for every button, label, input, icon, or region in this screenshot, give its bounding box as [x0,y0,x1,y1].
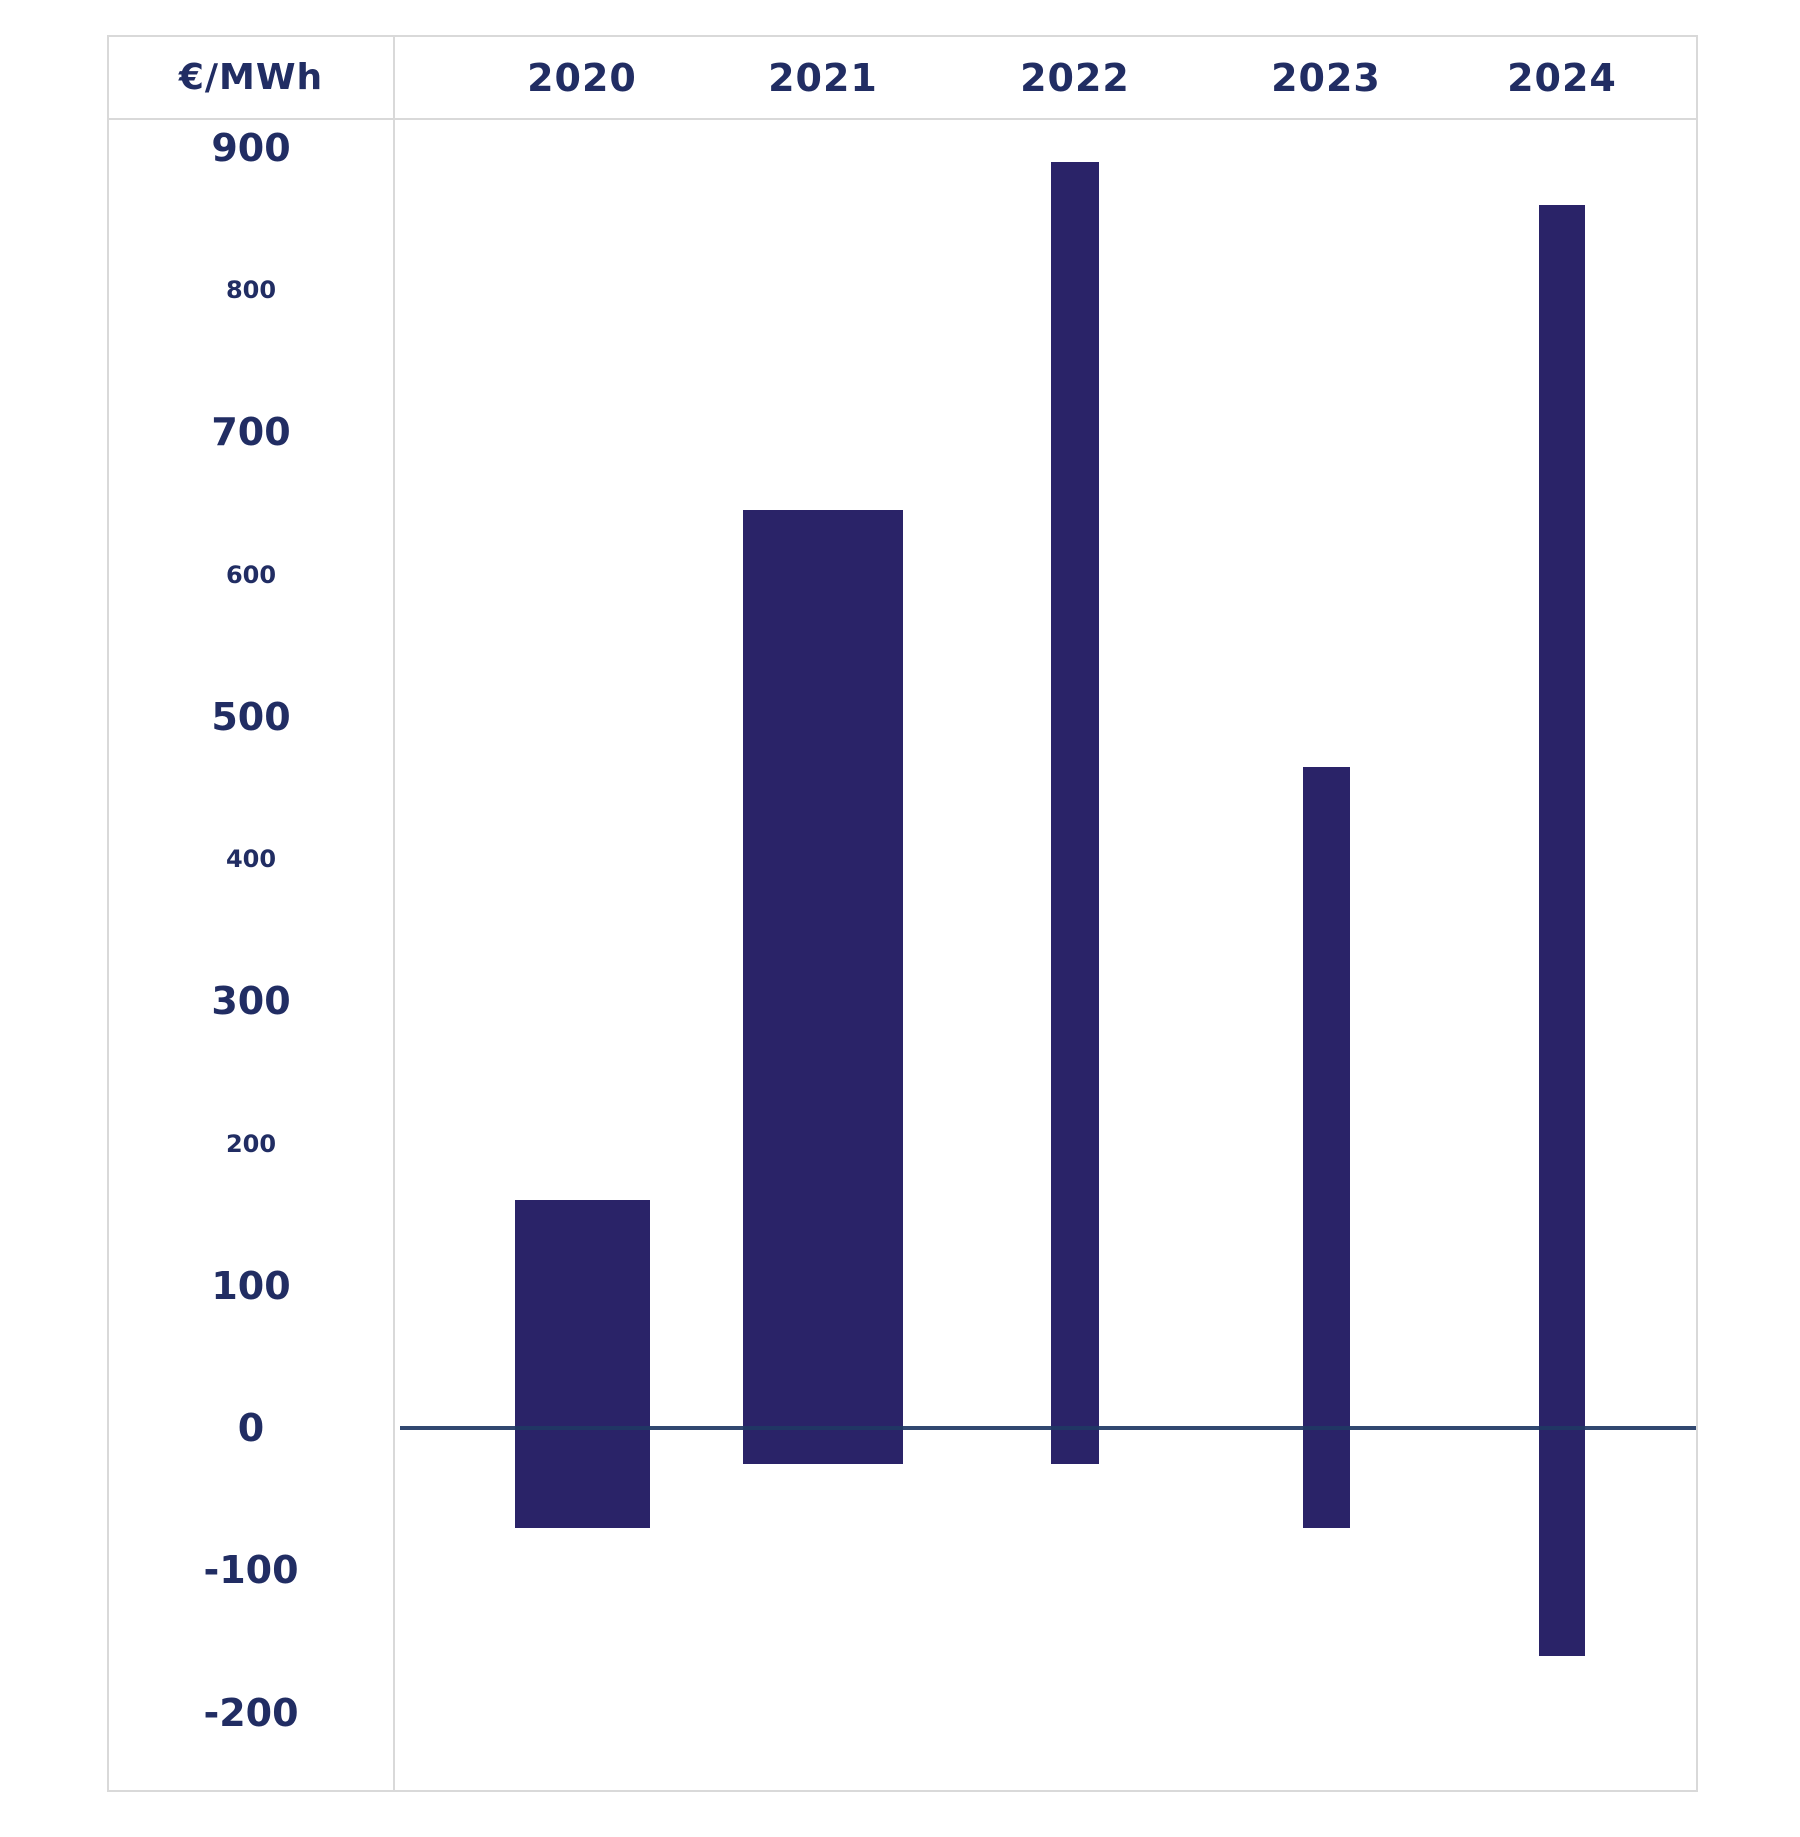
column-header-2023: 2023 [1271,55,1381,100]
unit-label: €/MWh [178,57,324,98]
y-tick-100: 100 [211,1263,291,1308]
range-bar-2020 [514,1200,650,1528]
y-tick--100: -100 [203,1548,299,1593]
y-tick-900: 900 [211,125,291,170]
column-header-2024: 2024 [1507,55,1617,100]
y-tick-700: 700 [211,410,291,455]
y-tick--200: -200 [203,1690,299,1735]
column-header-2021: 2021 [768,55,878,100]
range-bar-2022 [1051,161,1099,1464]
price-table: €/MWh 2020 2021 2022 2023 2024 900 800 700 600 5… [107,35,1698,1792]
header-row: €/MWh 2020 2021 2022 2023 2024 [109,37,1696,120]
y-tick-300: 300 [211,979,291,1024]
range-bar-2023 [1302,766,1350,1528]
y-tick-200: 200 [225,1129,277,1158]
range-bar-2021 [743,510,903,1464]
unit-cell: €/MWh [109,37,393,118]
y-tick-0: 0 [237,1406,265,1450]
y-tick-400: 400 [225,845,277,873]
y-tick-800: 800 [225,276,277,304]
column-header-2022: 2022 [1020,55,1130,100]
zero-line [400,1426,1696,1430]
column-divider [393,37,395,1790]
column-header-2020: 2020 [527,55,637,100]
y-tick-600: 600 [225,560,277,589]
y-tick-500: 500 [211,694,291,739]
range-bar-2024 [1539,204,1585,1656]
